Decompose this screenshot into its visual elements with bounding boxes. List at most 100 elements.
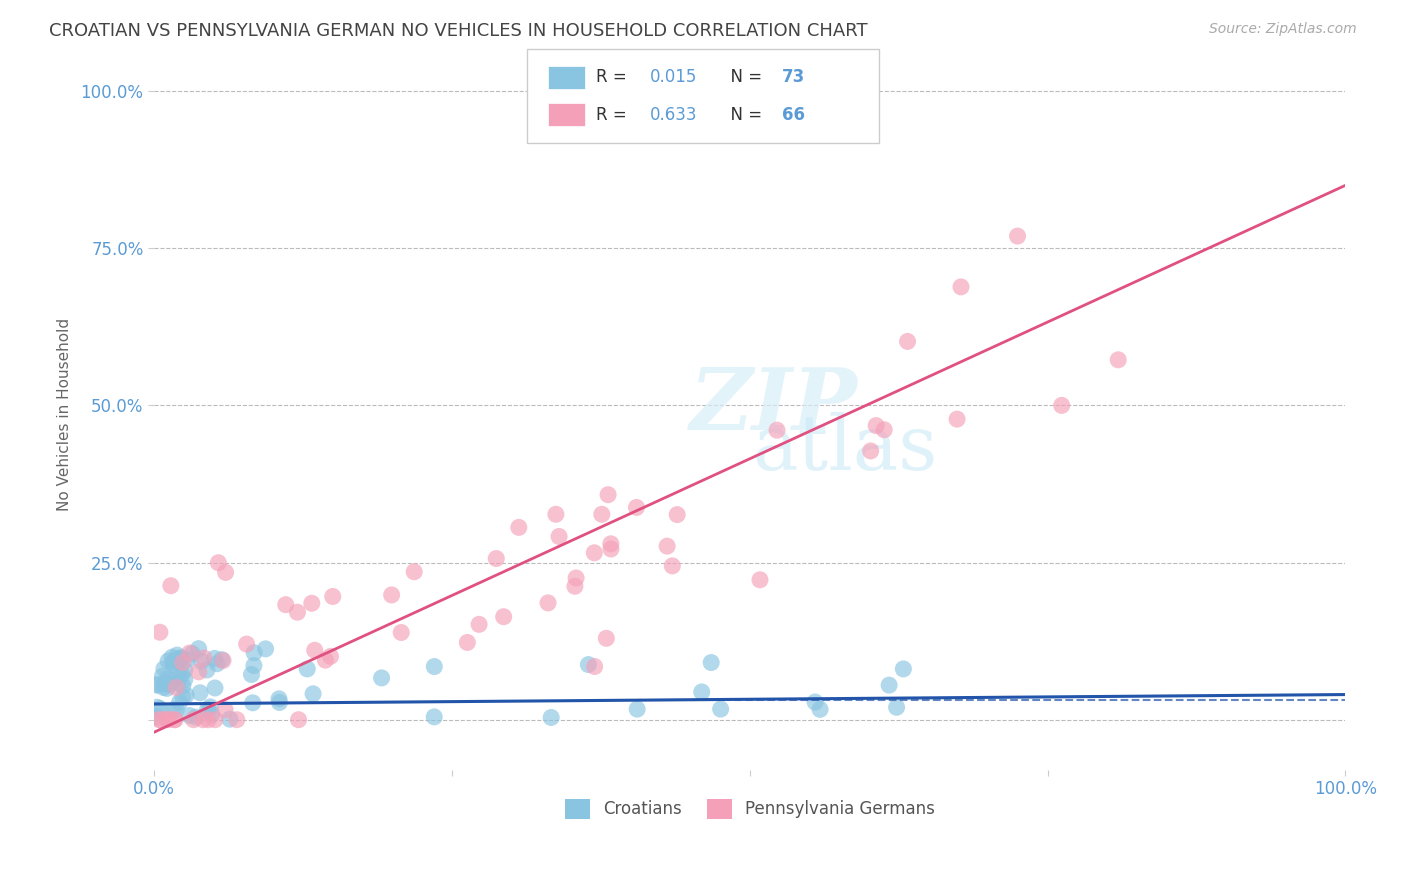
Point xyxy=(149,713,172,727)
Point xyxy=(661,558,683,573)
Point xyxy=(690,685,713,699)
Point xyxy=(267,691,290,706)
Point xyxy=(165,713,187,727)
Point xyxy=(626,500,648,515)
Point xyxy=(225,713,247,727)
Point xyxy=(297,662,319,676)
Legend: Croatians, Pennsylvania Germans: Croatians, Pennsylvania Germans xyxy=(558,792,942,826)
Point xyxy=(319,649,342,664)
Point xyxy=(766,423,789,437)
Point xyxy=(149,713,172,727)
Point xyxy=(167,676,190,690)
Point xyxy=(191,713,214,727)
Point xyxy=(162,656,184,670)
Point xyxy=(370,671,392,685)
Point xyxy=(274,598,297,612)
Point xyxy=(302,687,325,701)
Text: CROATIAN VS PENNSYLVANIA GERMAN NO VEHICLES IN HOUSEHOLD CORRELATION CHART: CROATIAN VS PENNSYLVANIA GERMAN NO VEHIC… xyxy=(49,22,868,40)
Point xyxy=(153,662,176,676)
Point xyxy=(804,695,827,709)
Point xyxy=(193,651,215,665)
Point xyxy=(165,652,187,666)
Point xyxy=(167,666,190,681)
Point xyxy=(200,700,222,714)
Text: 66: 66 xyxy=(782,105,804,123)
Point xyxy=(159,678,181,692)
Point xyxy=(655,539,678,553)
Point xyxy=(146,678,169,692)
Point xyxy=(666,508,689,522)
Point xyxy=(174,688,197,702)
Point xyxy=(165,681,187,695)
Point xyxy=(172,656,194,670)
Point xyxy=(381,588,404,602)
Point xyxy=(163,713,186,727)
Point xyxy=(600,541,623,556)
Point xyxy=(287,713,309,727)
Point xyxy=(149,701,172,715)
Point xyxy=(423,659,446,673)
Point xyxy=(468,617,491,632)
Point xyxy=(485,551,508,566)
Point xyxy=(169,695,191,709)
Point xyxy=(197,702,219,716)
Text: R =: R = xyxy=(596,69,633,87)
Y-axis label: No Vehicles in Household: No Vehicles in Household xyxy=(58,318,72,511)
Point xyxy=(170,667,193,681)
Point xyxy=(162,657,184,672)
Point xyxy=(187,665,209,679)
Point xyxy=(179,708,201,723)
Point xyxy=(540,710,562,724)
Point xyxy=(156,712,179,726)
Text: atlas: atlas xyxy=(752,412,938,486)
Point xyxy=(544,508,567,522)
Point xyxy=(218,712,240,726)
Point xyxy=(166,654,188,668)
Point xyxy=(946,412,969,426)
Point xyxy=(626,702,648,716)
Point xyxy=(700,656,723,670)
Point xyxy=(859,444,882,458)
Point xyxy=(211,652,233,666)
Point xyxy=(492,609,515,624)
Point xyxy=(195,663,218,677)
Point xyxy=(1107,352,1129,367)
Point xyxy=(240,667,263,681)
Point xyxy=(269,696,291,710)
Point xyxy=(599,537,621,551)
Point xyxy=(188,686,211,700)
Point xyxy=(214,703,236,717)
Point xyxy=(181,647,204,661)
Text: 0.015: 0.015 xyxy=(650,69,697,87)
Point xyxy=(163,673,186,688)
Point xyxy=(949,280,972,294)
Point xyxy=(176,652,198,666)
Point xyxy=(173,673,195,687)
Point xyxy=(162,703,184,717)
Point xyxy=(159,579,181,593)
Point xyxy=(157,713,180,727)
Point xyxy=(591,508,613,522)
Point xyxy=(190,654,212,668)
Point xyxy=(865,418,887,433)
Point xyxy=(145,709,167,723)
Text: 0.633: 0.633 xyxy=(650,105,697,123)
Point xyxy=(314,653,336,667)
Point xyxy=(886,700,908,714)
Point xyxy=(423,710,446,724)
Point xyxy=(172,679,194,693)
Point xyxy=(204,713,226,727)
Point xyxy=(204,681,226,695)
Point xyxy=(537,596,560,610)
Point xyxy=(583,546,606,560)
Point xyxy=(156,681,179,696)
Point xyxy=(201,707,224,722)
Text: ZIP: ZIP xyxy=(689,364,858,447)
Point xyxy=(146,678,169,692)
Point xyxy=(873,423,896,437)
Point xyxy=(214,566,236,580)
Point xyxy=(157,654,180,668)
Point xyxy=(197,713,219,727)
Point xyxy=(149,625,172,640)
Point xyxy=(243,646,266,660)
